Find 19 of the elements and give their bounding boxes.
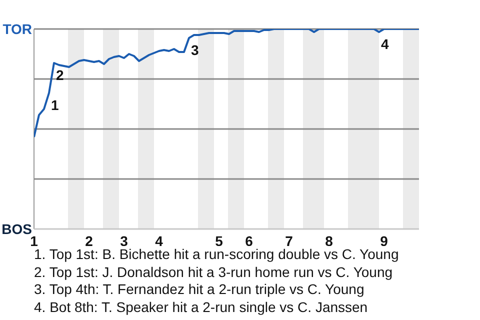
x-tick-label: 5 [215,232,224,249]
text: 3. Top 4th: T. Fernandez hit a 2-run triple vs C. Young [34,281,366,298]
x-tick-label: 7 [285,232,294,249]
annotation: 4 [381,36,389,52]
x-tick-label: 6 [245,232,254,249]
ref-line-label: TOR [2,21,32,37]
x-tick-label: 8 [325,232,334,249]
text: 2. Top 1st: J. Donaldson hit a 3-run home run vs C. Young [34,264,394,281]
annotation: 3 [191,42,199,58]
annotation: 1 [51,97,59,113]
text: 1. Top 1st: B. Bichette hit a run-scoring double vs C. Young [34,246,400,264]
x-tick-label: 4 [155,232,164,249]
annotation: 2 [56,67,64,83]
x-tick-label: 2 [85,232,94,249]
text: 4. Bot 8th: T. Speaker hit a 2-run single vs C. Janssen [34,298,369,316]
x-tick-label: 9 [380,232,388,249]
x-tick-label: 1 [30,232,38,249]
text: BOS [2,221,32,237]
x-tick-label: 3 [120,232,128,249]
